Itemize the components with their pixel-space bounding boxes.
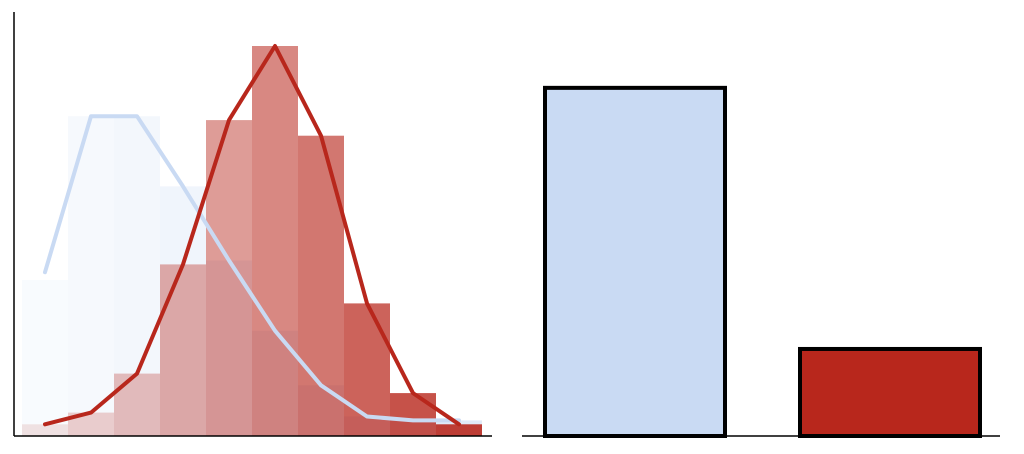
red-series-bar	[252, 46, 298, 436]
red-series-bar	[390, 393, 436, 436]
bar	[543, 85, 727, 439]
light-series-bar	[160, 186, 206, 436]
red-series-bar	[22, 424, 68, 436]
light-series-bar	[206, 260, 252, 436]
light-series-bar	[22, 280, 68, 436]
series-curves	[43, 44, 461, 427]
red-series-bar	[68, 412, 114, 436]
light-series-bar	[114, 116, 160, 436]
red-series-bar	[114, 373, 160, 436]
bar-panel	[522, 85, 1000, 439]
red-series-curve	[43, 44, 461, 427]
red-series-bars	[22, 46, 482, 436]
red-series-bar	[160, 264, 206, 436]
bar	[798, 346, 982, 438]
red-series-bar	[344, 303, 390, 436]
red-series-bar	[436, 424, 482, 436]
bar-marks	[543, 85, 982, 439]
red-series-bar	[298, 135, 344, 436]
light-series-curve	[43, 114, 461, 423]
histogram-panel	[13, 12, 492, 437]
